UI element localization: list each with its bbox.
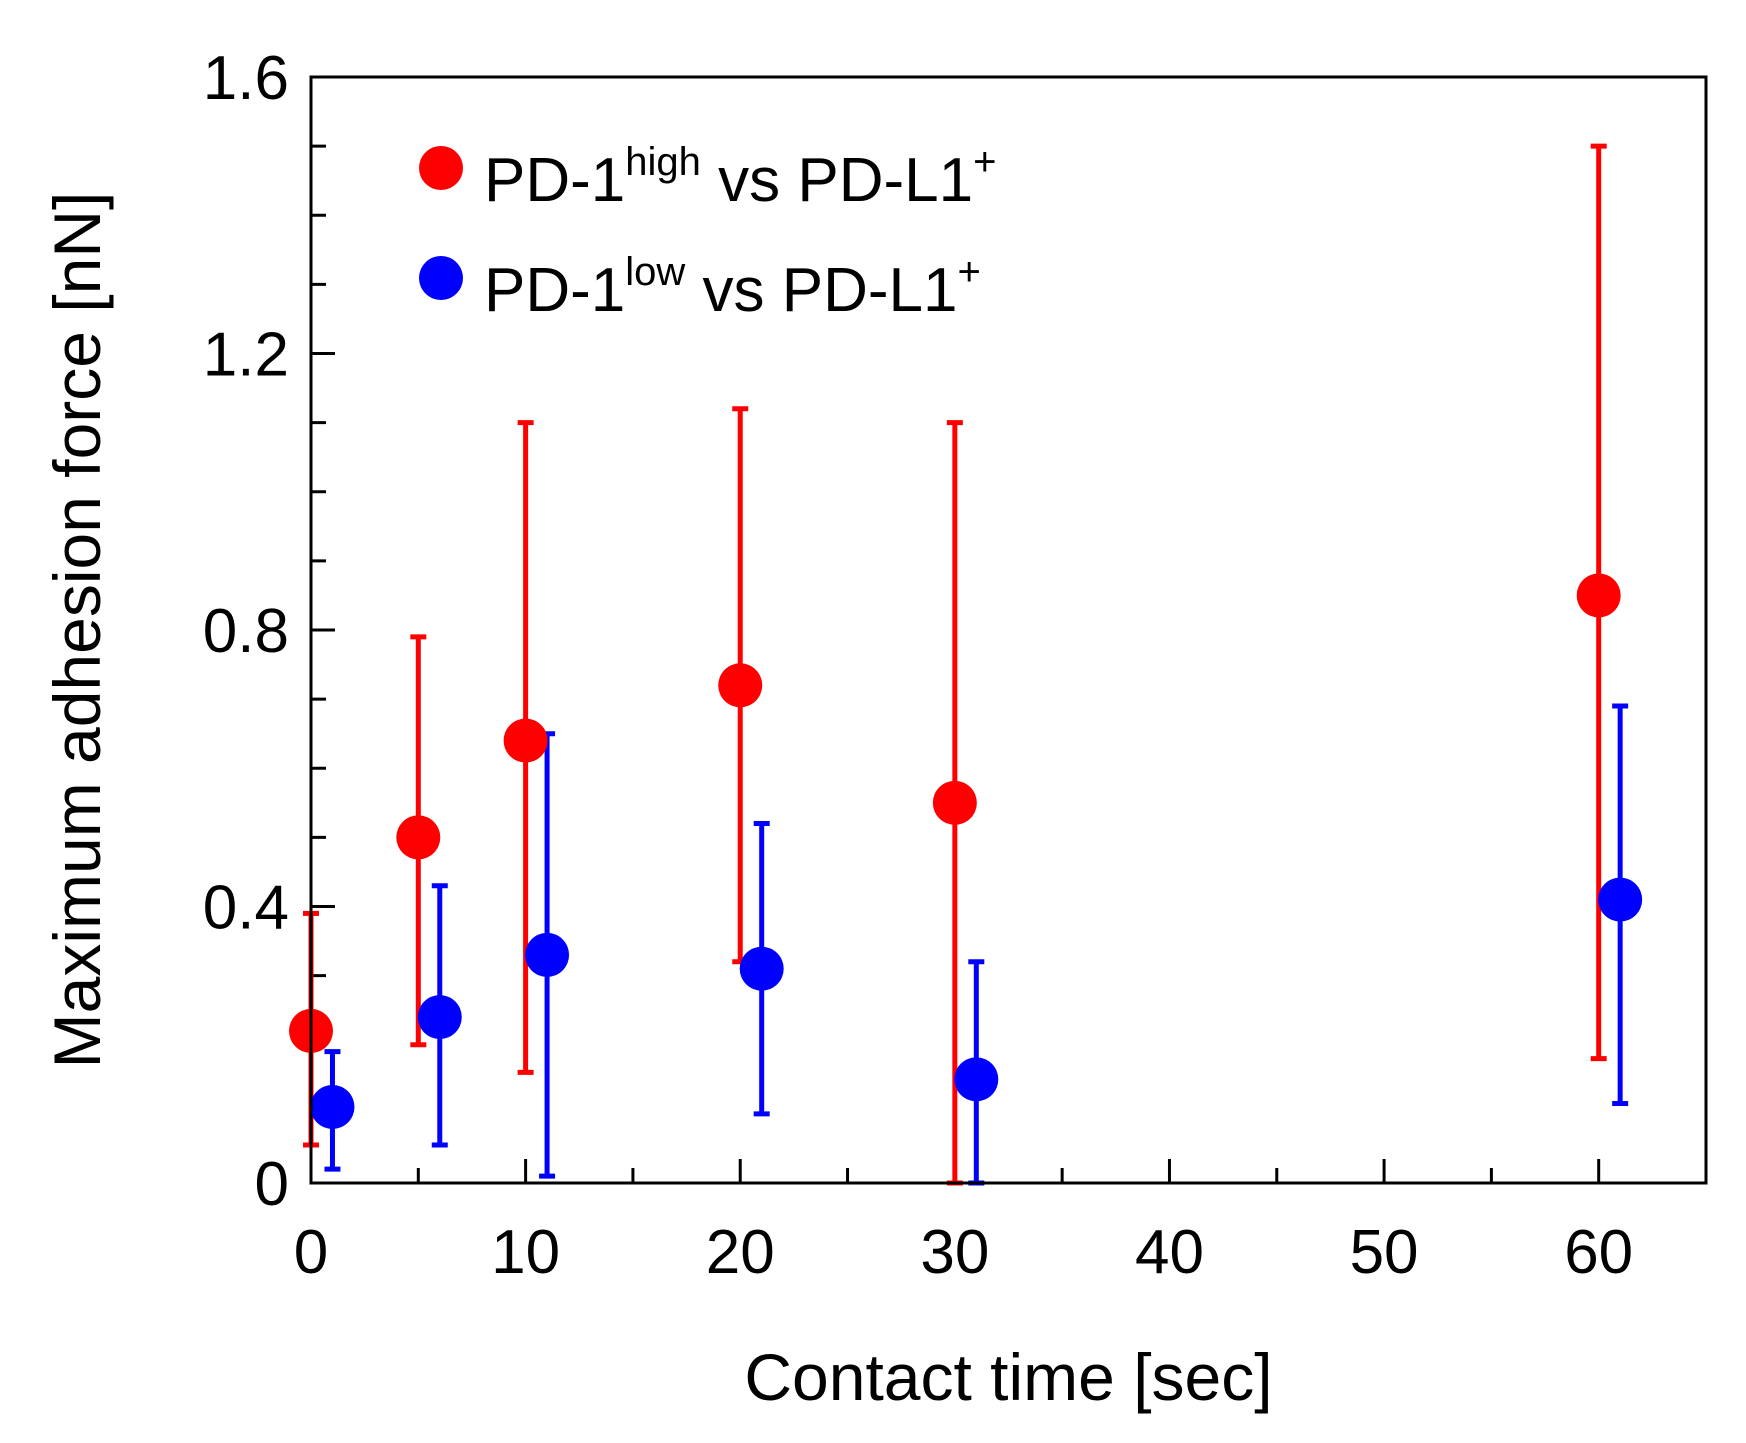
data-point-0: [1576, 573, 1621, 618]
data-point-1: [1598, 877, 1643, 922]
y-tick-label: 0: [255, 1150, 289, 1219]
data-point-1: [525, 932, 570, 977]
y-tick-label: 1.2: [203, 321, 289, 390]
legend-label-0: PD-1high vs PD-L1+: [484, 140, 996, 215]
legend-marker-0: [419, 146, 463, 190]
data-point-0: [932, 780, 977, 825]
x-tick-label: 0: [294, 1218, 328, 1287]
legend-text-superscript: +: [958, 250, 981, 294]
legend-text-base: PD-1: [484, 256, 625, 325]
y-axis-label: Maximum adhesion force [nN]: [40, 192, 114, 1069]
x-tick-label: 20: [706, 1218, 775, 1287]
data-point-0: [718, 663, 763, 708]
legend-text-middle: vs PD-L1: [701, 146, 973, 215]
legend-text-superscript: +: [973, 140, 996, 184]
y-tick-label: 1.6: [203, 44, 289, 113]
data-point-0: [503, 718, 548, 763]
plot-frame: [309, 75, 1708, 1185]
tick-labels: 0 10 20 30 40 50 60 0 0.4 0.8 1.2 1.6: [203, 44, 1633, 1287]
legend-text-base: PD-1: [484, 146, 625, 215]
y-tick-label: 0.8: [203, 597, 289, 666]
data-point-0: [396, 815, 441, 860]
data-point-1: [739, 946, 784, 991]
x-tick-label: 30: [920, 1218, 989, 1287]
y-tick-label: 0.4: [203, 874, 289, 943]
legend-text-superscript: high: [625, 140, 701, 184]
data-point-1: [310, 1084, 355, 1129]
x-tick-label: 10: [491, 1218, 560, 1287]
x-tick-label: 50: [1350, 1218, 1419, 1287]
legend-text-superscript: low: [625, 250, 685, 294]
x-tick-label: 60: [1564, 1218, 1633, 1287]
data-point-1: [954, 1057, 999, 1102]
data-point-1: [417, 995, 462, 1040]
legend-text-middle: vs PD-L1: [685, 256, 957, 325]
legend-label-1: PD-1low vs PD-L1+: [484, 250, 981, 325]
legend-marker-1: [419, 256, 463, 300]
x-tick-label: 40: [1135, 1218, 1204, 1287]
x-axis-label: Contact time [sec]: [744, 1340, 1272, 1414]
legend: PD-1high vs PD-L1+PD-1low vs PD-L1+: [419, 140, 996, 325]
